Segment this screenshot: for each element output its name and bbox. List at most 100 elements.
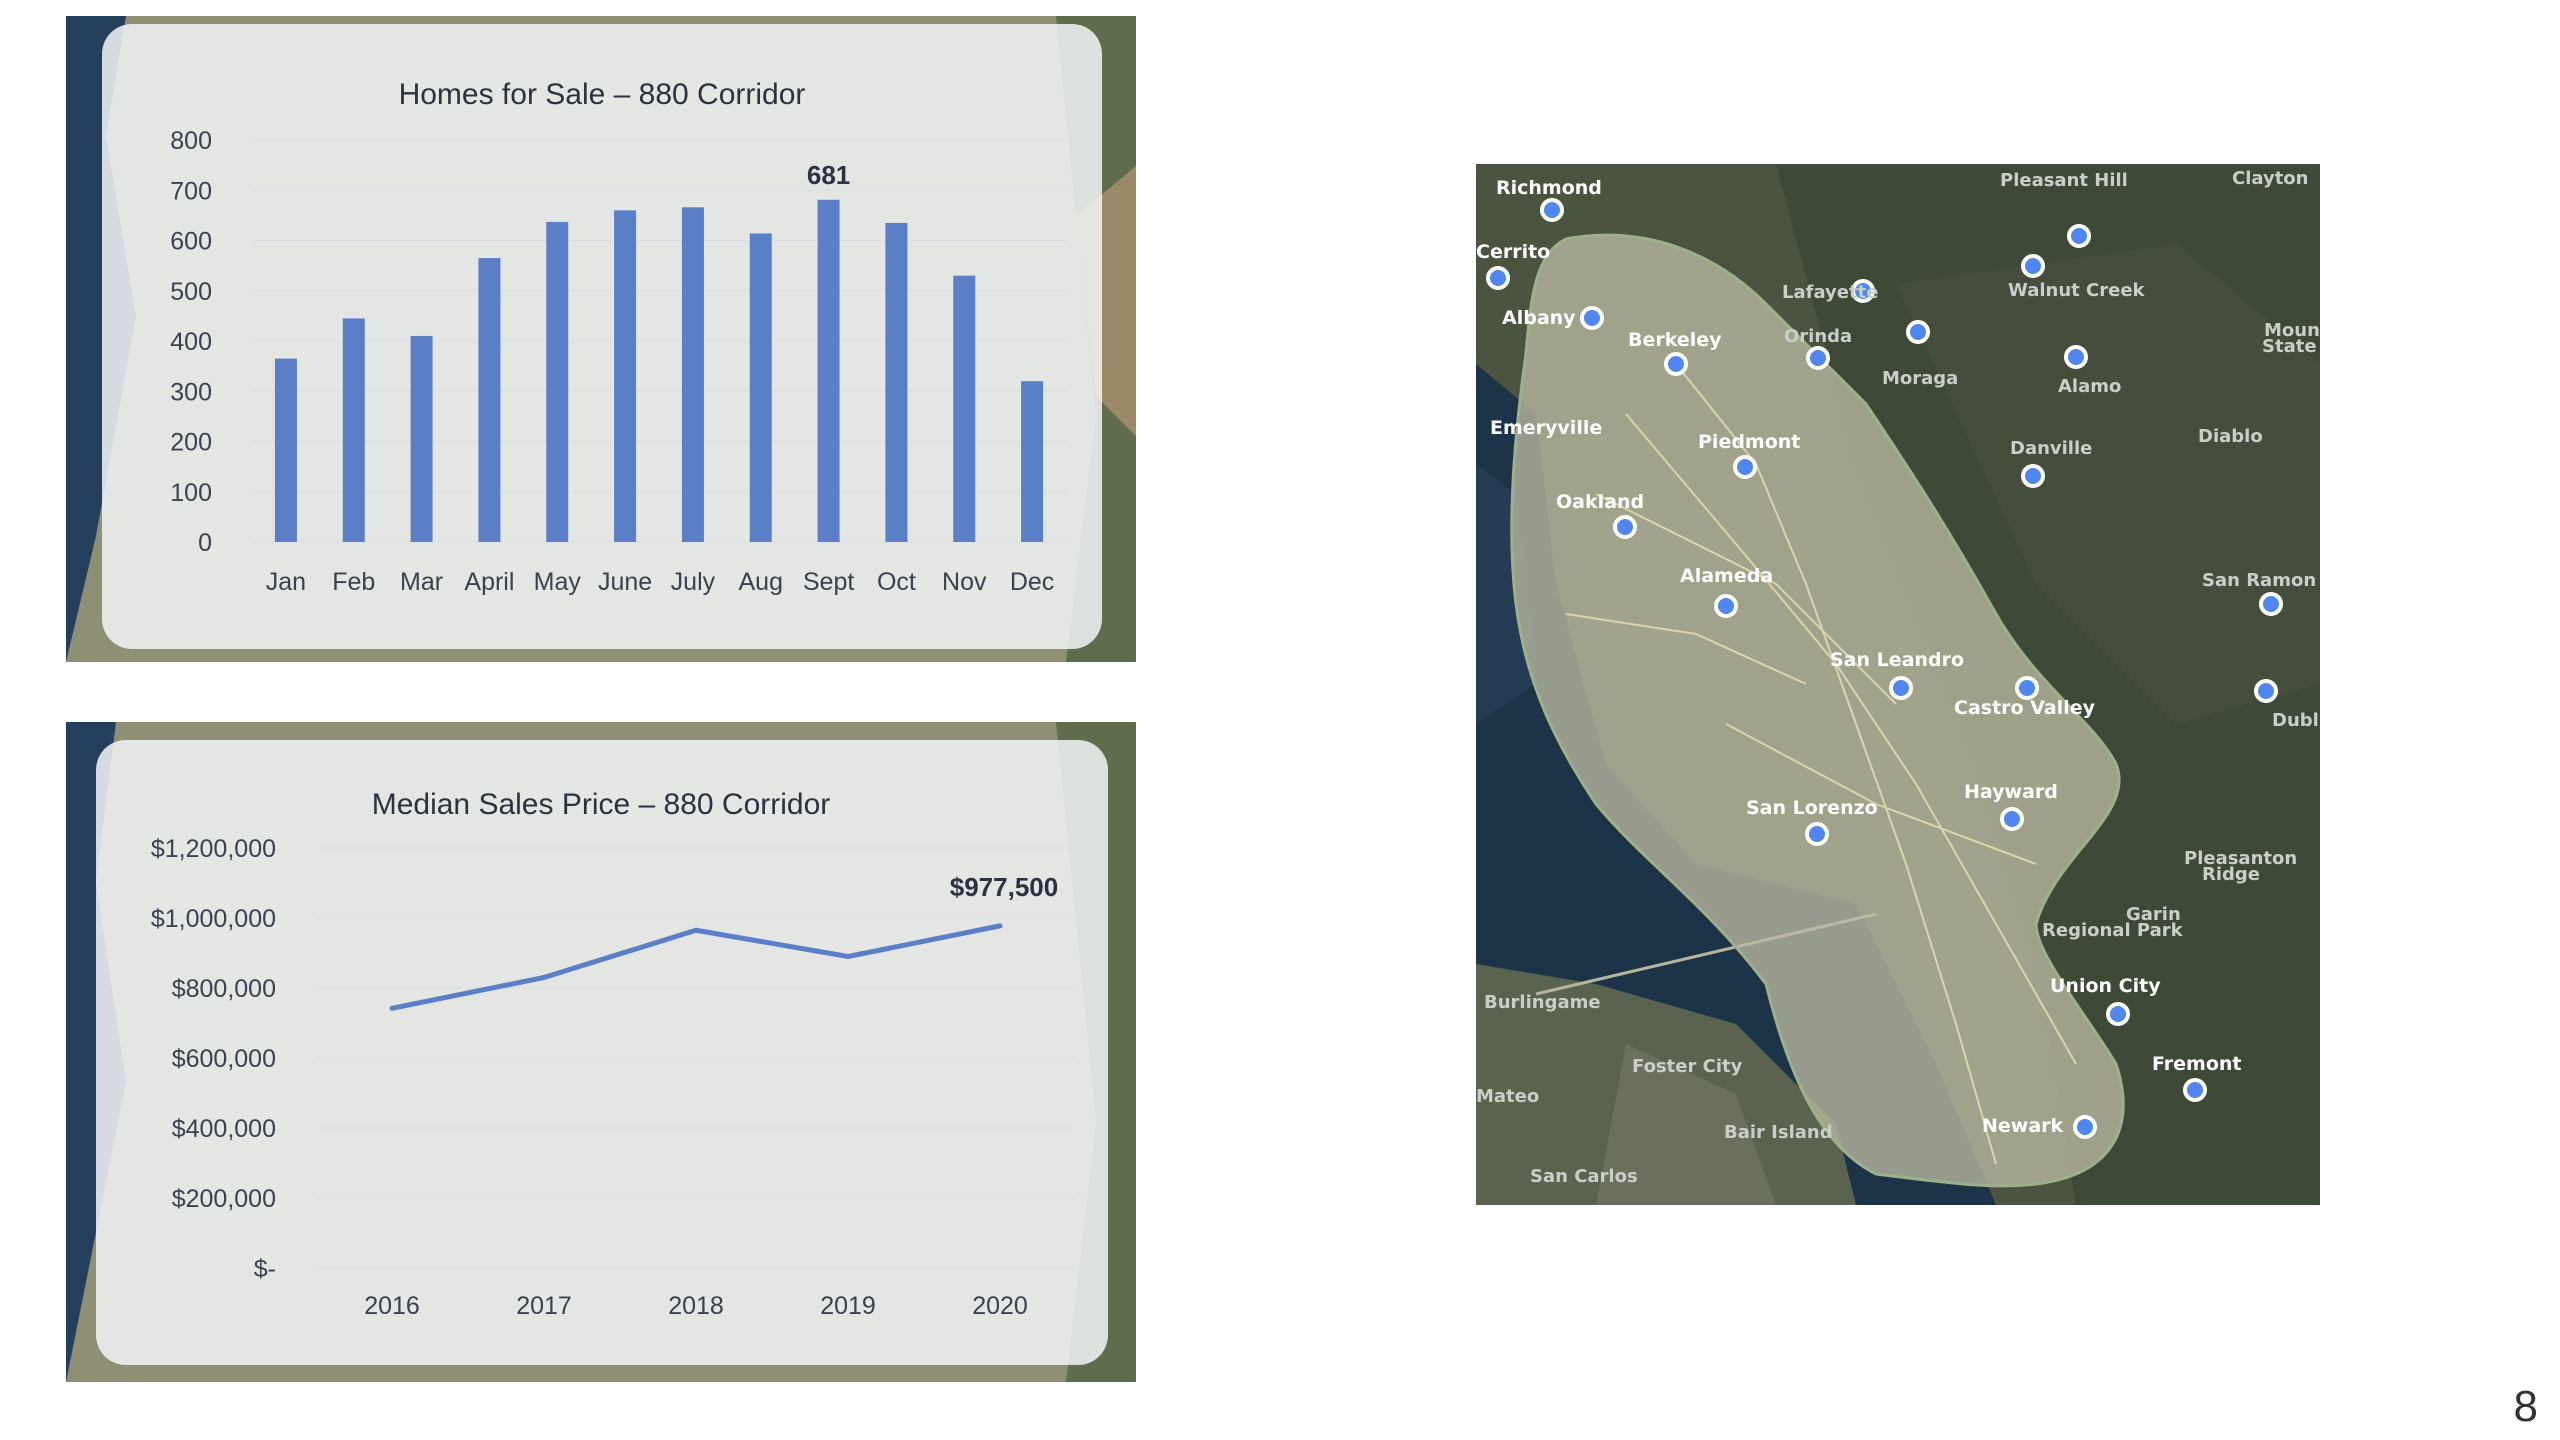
location-pin-icon[interactable]: [1805, 822, 1829, 846]
map-label-pleasant-hill: Pleasant Hill: [2000, 170, 2128, 191]
map-label-burlingame: Burlingame: [1484, 992, 1601, 1013]
location-pin-icon[interactable]: [1486, 266, 1510, 290]
map-label-ridge: Ridge: [2202, 864, 2260, 885]
bar: [410, 335, 433, 542]
map-label-alameda: Alameda: [1680, 565, 1773, 587]
data-point: [693, 927, 699, 933]
x-tick-label: May: [534, 568, 582, 596]
bar: [478, 258, 501, 542]
satellite-map: Richmond Cerrito Albany Berkeley Emeryville P…: [1476, 164, 2320, 1205]
y-tick-label: 700: [170, 177, 212, 205]
location-pin-icon[interactable]: [1664, 352, 1688, 376]
data-point: [389, 1005, 395, 1011]
x-tick-label: 2018: [668, 1292, 724, 1320]
location-pin-icon[interactable]: [2064, 345, 2088, 369]
x-tick-label: Dec: [1010, 568, 1054, 596]
x-tick-label: Oct: [877, 568, 916, 596]
location-pin-icon[interactable]: [1906, 320, 1930, 344]
map-label-hayward: Hayward: [1964, 781, 2058, 803]
location-pin-icon[interactable]: [2254, 679, 2278, 703]
location-pin-icon[interactable]: [2106, 1002, 2130, 1026]
location-pin-icon[interactable]: [2067, 224, 2091, 248]
y-tick-label: $1,200,000: [151, 835, 276, 863]
corridor-map: Richmond Cerrito Albany Berkeley Emeryville P…: [1476, 164, 2320, 1205]
x-tick-label: Feb: [332, 568, 375, 596]
map-label-danville: Danville: [2010, 438, 2092, 459]
y-tick-label: $800,000: [172, 975, 276, 1003]
map-label-richmond: Richmond: [1496, 177, 1602, 199]
map-label-mateo: Mateo: [1476, 1086, 1539, 1107]
location-pin-icon[interactable]: [2183, 1078, 2207, 1102]
y-tick-label: $1,000,000: [151, 905, 276, 933]
median-price-panel: Median Sales Price – 880 Corridor $- $200…: [66, 722, 1136, 1382]
x-tick-label: Nov: [942, 568, 987, 596]
map-label-san-ramon: San Ramon: [2202, 570, 2316, 591]
map-label-mount: Mount: [2264, 320, 2320, 341]
x-tick-label: 2017: [516, 1292, 572, 1320]
x-tick-label: 2016: [364, 1292, 420, 1320]
location-pin-icon[interactable]: [1851, 279, 1875, 303]
y-tick-label: 0: [198, 529, 212, 557]
y-tick-label: $400,000: [172, 1115, 276, 1143]
location-pin-icon[interactable]: [1806, 346, 1830, 370]
map-label-cerrito: Cerrito: [1476, 241, 1550, 263]
location-pin-icon[interactable]: [1733, 455, 1757, 479]
x-tick-label: Aug: [739, 568, 783, 596]
x-tick-label: Mar: [400, 568, 443, 596]
map-label-union-city: Union City: [2050, 975, 2161, 997]
line-chart-title: Median Sales Price – 880 Corridor: [371, 788, 831, 821]
x-tick-label: April: [464, 568, 514, 596]
location-pin-icon[interactable]: [2259, 592, 2283, 616]
map-label-state: State P: [2262, 336, 2320, 357]
series-line: [391, 923, 1001, 1011]
map-label-albany: Albany: [1502, 307, 1576, 329]
x-tick-label: 2019: [820, 1292, 876, 1320]
x-tick-label: June: [598, 568, 652, 596]
line-chart: $- $200,000 $400,000 $600,000 $800,000 $1,000…: [151, 835, 1076, 1320]
map-label-newark: Newark: [1982, 1115, 2064, 1137]
data-point: [845, 954, 851, 959]
location-pin-icon[interactable]: [2073, 1115, 2097, 1139]
map-label-clayton: Clayton: [2232, 168, 2309, 189]
location-pin-icon[interactable]: [1580, 306, 1604, 330]
map-label-alamo: Alamo: [2058, 376, 2121, 397]
map-label-berkeley: Berkeley: [1628, 329, 1722, 351]
location-pin-icon[interactable]: [2000, 807, 2024, 831]
bar: [614, 210, 637, 542]
homes-for-sale-panel: Homes for Sale – 880 Corridor 0 100 200 300…: [66, 16, 1136, 662]
location-pin-icon[interactable]: [1889, 676, 1913, 700]
bar-chart-title: Homes for Sale – 880 Corridor: [398, 78, 806, 111]
location-pin-icon[interactable]: [1540, 198, 1564, 222]
y-tick-label: $200,000: [172, 1185, 276, 1213]
location-pin-icon[interactable]: [2021, 254, 2045, 278]
location-pin-icon[interactable]: [1714, 594, 1738, 618]
bar: [342, 318, 365, 542]
bar: [1021, 381, 1044, 542]
map-label-lafayette: Lafayette: [1782, 282, 1878, 303]
data-label: $977,500: [950, 872, 1058, 902]
location-pin-icon[interactable]: [2015, 676, 2039, 700]
bar: [274, 358, 297, 542]
bar-chart: 0 100 200 300 400 500 600 700 800 Jan Feb Mar April M…: [170, 127, 1066, 596]
x-tick-label: July: [671, 568, 716, 596]
map-label-piedmont: Piedmont: [1698, 431, 1800, 453]
bar: [953, 275, 976, 542]
map-label-san-lorenzo: San Lorenzo: [1746, 797, 1878, 819]
y-tick-label: 600: [170, 228, 212, 256]
bar: [546, 221, 569, 542]
map-label-regional-park: Regional Park: [2042, 920, 2184, 941]
bar: [885, 222, 908, 542]
x-tick-label: Sept: [803, 568, 854, 596]
map-label-pleasanton: Pleasanton: [2184, 848, 2297, 869]
x-tick-label: 2020: [972, 1292, 1028, 1320]
y-tick-label: 400: [170, 328, 212, 356]
map-label-dubl: Dubl: [2272, 710, 2319, 731]
map-label-san-carlos: San Carlos: [1530, 1166, 1638, 1187]
bar: [681, 207, 704, 542]
location-pin-icon[interactable]: [2021, 464, 2045, 488]
page-number: 8: [2513, 1382, 2538, 1431]
location-pin-icon[interactable]: [1613, 515, 1637, 539]
y-tick-label: 100: [170, 479, 212, 507]
data-label: 681: [807, 160, 850, 190]
y-tick-label: 800: [170, 127, 212, 155]
